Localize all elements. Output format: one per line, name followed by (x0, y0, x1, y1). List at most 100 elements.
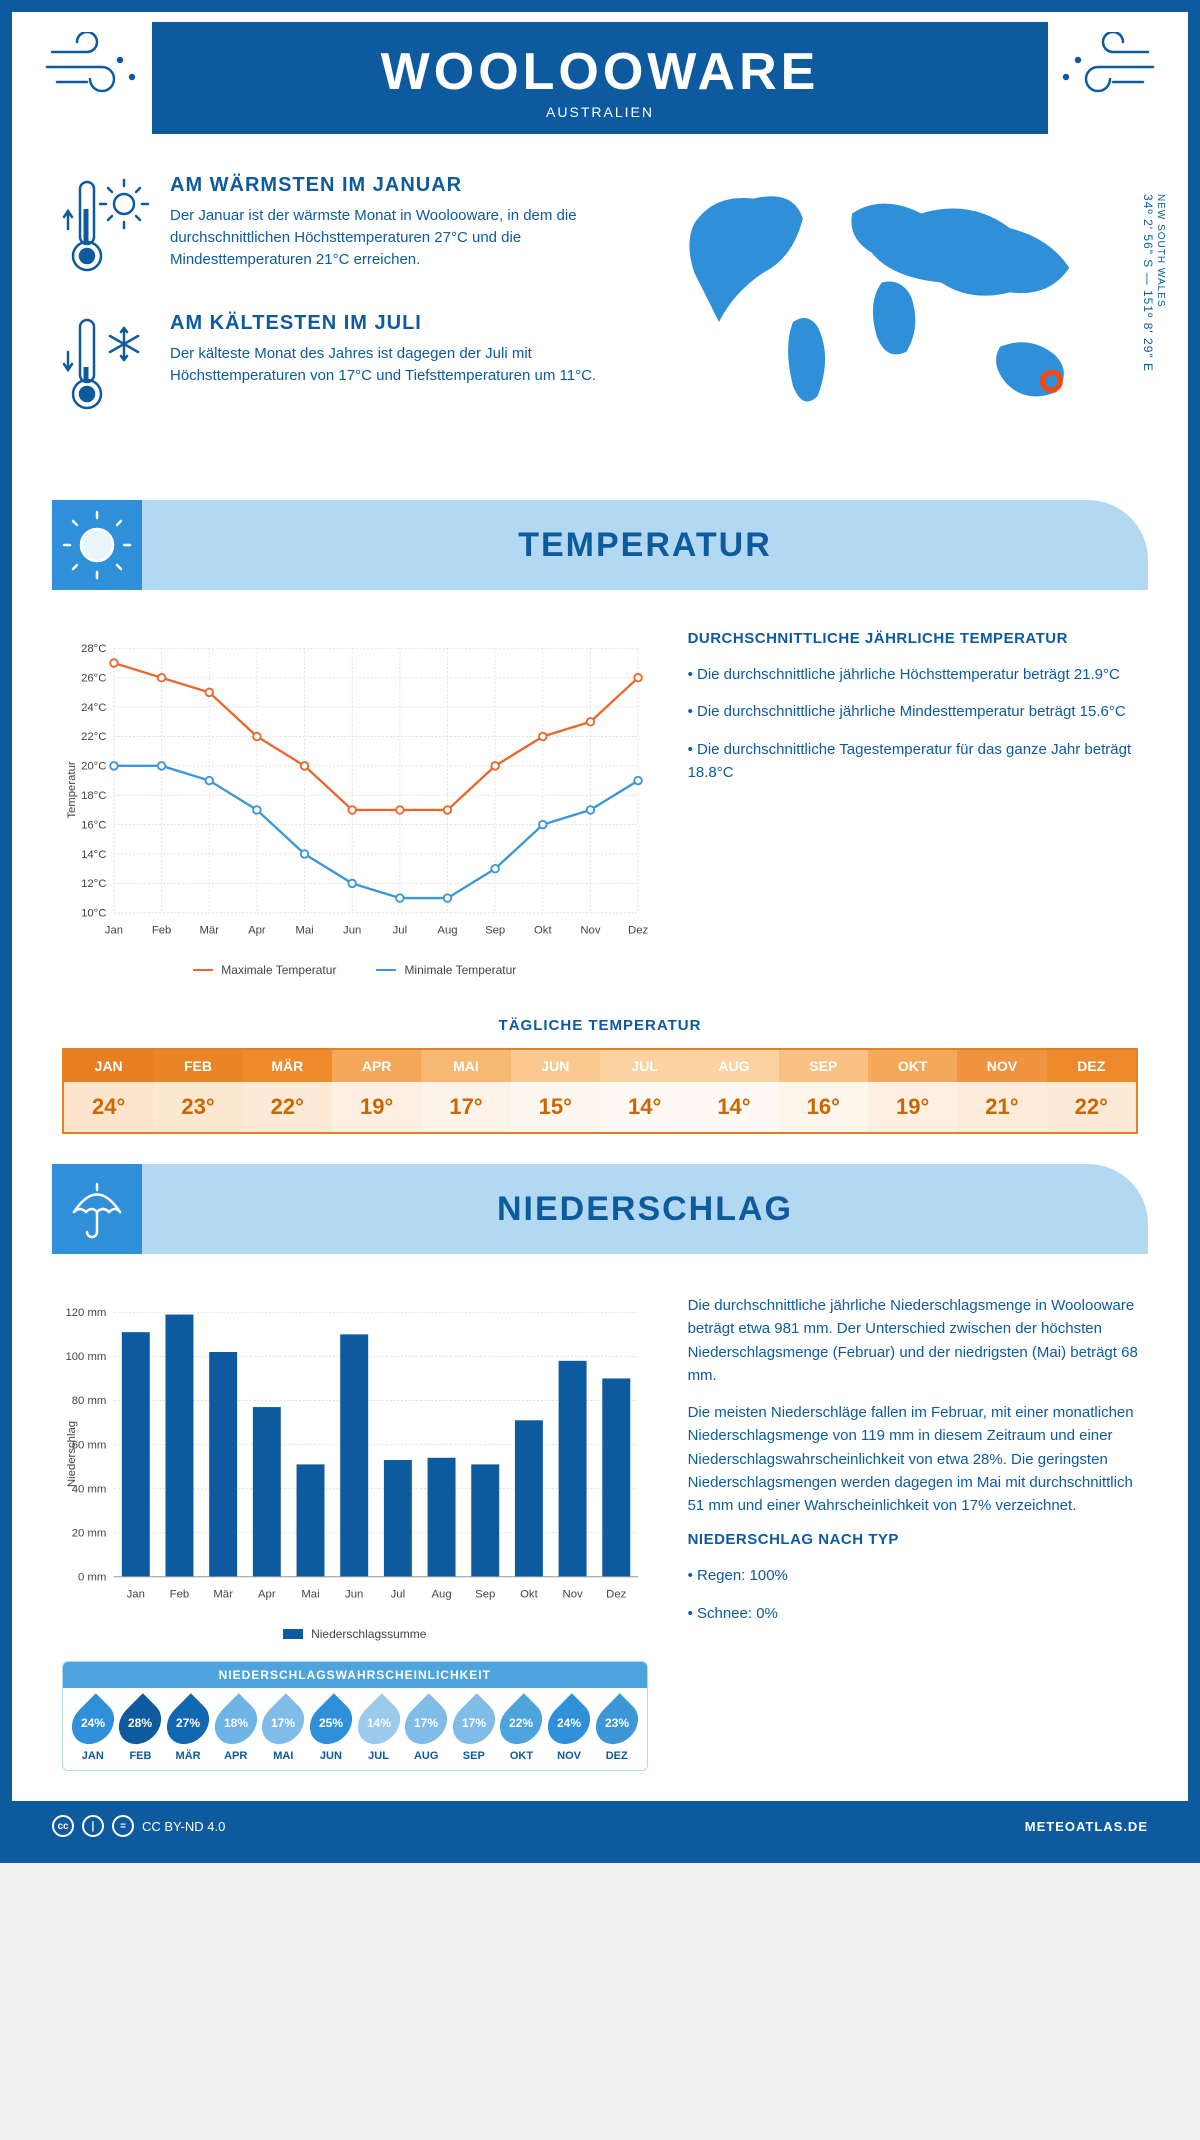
svg-text:14°C: 14°C (81, 849, 106, 861)
svg-text:Okt: Okt (534, 925, 552, 937)
daily-temp-cell: JUN15° (511, 1050, 600, 1132)
precip-prob-cell: 14%JUL (355, 1700, 403, 1762)
svg-text:20°C: 20°C (81, 761, 106, 773)
svg-text:Niederschlag: Niederschlag (66, 1421, 78, 1487)
precipitation-bar-chart: 0 mm20 mm40 mm60 mm80 mm100 mm120 mmNied… (62, 1294, 648, 1614)
daily-temp-cell: MAI17° (421, 1050, 510, 1132)
svg-text:Jul: Jul (391, 1589, 405, 1601)
daily-temp-table: JAN24°FEB23°MÄR22°APR19°MAI17°JUN15°JUL1… (62, 1048, 1138, 1134)
umbrella-icon (52, 1164, 142, 1254)
cc-icon: cc (52, 1815, 74, 1837)
intro-section: AM WÄRMSTEN IM JANUAR Der Januar ist der… (12, 134, 1188, 480)
daily-temp-cell: APR19° (332, 1050, 421, 1132)
coldest-text: Der kälteste Monat des Jahres ist dagege… (170, 343, 605, 387)
precip-prob-cell: 25%JUN (307, 1700, 355, 1762)
svg-text:80 mm: 80 mm (72, 1395, 107, 1407)
svg-text:Mär: Mär (199, 925, 219, 937)
daily-temp-cell: JAN24° (64, 1050, 153, 1132)
temperature-title: TEMPERATUR (142, 526, 1148, 565)
thermometer-sun-icon (62, 174, 152, 284)
precipitation-banner: NIEDERSCHLAG (52, 1164, 1148, 1254)
svg-text:16°C: 16°C (81, 819, 106, 831)
svg-text:0 mm: 0 mm (78, 1572, 106, 1584)
svg-text:Nov: Nov (563, 1589, 583, 1601)
precip-prob-cell: 17%SEP (450, 1700, 498, 1762)
svg-text:Okt: Okt (520, 1589, 538, 1601)
license-badge: cc ❘ = CC BY-ND 4.0 (52, 1815, 225, 1837)
svg-text:Jun: Jun (343, 925, 361, 937)
svg-text:Mär: Mär (213, 1589, 233, 1601)
precip-prob-cell: 23%DEZ (593, 1700, 641, 1762)
svg-text:Feb: Feb (152, 925, 172, 937)
svg-text:Mai: Mai (295, 925, 313, 937)
precip-prob-cell: 22%OKT (498, 1700, 546, 1762)
page-title: WOOLOOWARE (152, 42, 1048, 102)
svg-text:24°C: 24°C (81, 702, 106, 714)
daily-temp-cell: OKT19° (868, 1050, 957, 1132)
svg-text:10°C: 10°C (81, 908, 106, 920)
page-subtitle: AUSTRALIEN (152, 104, 1048, 120)
daily-temp-title: TÄGLICHE TEMPERATUR (12, 1017, 1188, 1034)
svg-text:Aug: Aug (431, 1589, 451, 1601)
svg-text:Sep: Sep (475, 1589, 495, 1601)
svg-text:Apr: Apr (258, 1589, 276, 1601)
header-area: WOOLOOWARE AUSTRALIEN (12, 12, 1188, 134)
temperature-banner: TEMPERATUR (52, 500, 1148, 590)
nd-icon: = (112, 1815, 134, 1837)
daily-temp-cell: DEZ22° (1047, 1050, 1136, 1132)
daily-temp-cell: JUL14° (600, 1050, 689, 1132)
world-map-col: NEW SOUTH WALES 34º 2' 56" S — 151º 8' 2… (645, 174, 1138, 450)
svg-text:Jul: Jul (393, 925, 407, 937)
svg-text:22°C: 22°C (81, 731, 106, 743)
warmest-block: AM WÄRMSTEN IM JANUAR Der Januar ist der… (62, 174, 605, 284)
svg-text:Jan: Jan (105, 925, 123, 937)
daily-temp-cell: NOV21° (957, 1050, 1046, 1132)
precip-prob-cell: 27%MÄR (164, 1700, 212, 1762)
coldest-title: AM KÄLTESTEN IM JULI (170, 312, 605, 335)
intro-text-col: AM WÄRMSTEN IM JANUAR Der Januar ist der… (62, 174, 605, 450)
svg-text:26°C: 26°C (81, 672, 106, 684)
daily-temp-cell: SEP16° (779, 1050, 868, 1132)
svg-text:Aug: Aug (437, 925, 457, 937)
precip-prob-cell: 18%APR (212, 1700, 260, 1762)
svg-text:12°C: 12°C (81, 878, 106, 890)
temperature-section: 10°C 12°C 14°C 16°C 18°C 20°C 22°C 24°C 26°C 28°C… (12, 590, 1188, 1007)
daily-temp-cell: AUG14° (689, 1050, 778, 1132)
thermometer-snow-icon (62, 312, 152, 422)
svg-text:20 mm: 20 mm (72, 1527, 107, 1539)
precip-prob-cell: 24%JAN (69, 1700, 117, 1762)
precip-probability-table: NIEDERSCHLAGSWAHRSCHEINLICHKEIT 24%JAN28… (62, 1661, 648, 1771)
svg-text:Apr: Apr (248, 925, 266, 937)
warmest-title: AM WÄRMSTEN IM JANUAR (170, 174, 605, 197)
precip-chart-col: 0 mm20 mm40 mm60 mm80 mm100 mm120 mmNied… (62, 1294, 648, 1771)
svg-text:100 mm: 100 mm (65, 1351, 106, 1363)
svg-text:Dez: Dez (628, 925, 648, 937)
daily-temp-cell: MÄR22° (243, 1050, 332, 1132)
svg-text:Dez: Dez (606, 1589, 626, 1601)
svg-text:Feb: Feb (170, 1589, 190, 1601)
temp-legend: Maximale Temperatur Minimale Temperatur (62, 963, 648, 977)
svg-text:Jan: Jan (127, 1589, 145, 1601)
site-name: METEOATLAS.DE (1025, 1819, 1148, 1834)
svg-text:120 mm: 120 mm (65, 1307, 106, 1319)
svg-text:Mai: Mai (301, 1589, 319, 1601)
sun-icon (52, 500, 142, 590)
infographic-page: WOOLOOWARE AUSTRALIEN (0, 0, 1200, 1863)
temp-text: DURCHSCHNITTLICHE JÄHRLICHE TEMPERATUR •… (688, 630, 1138, 977)
wind-icon (42, 32, 152, 102)
precip-type-heading: NIEDERSCHLAG NACH TYP (688, 1531, 1138, 1548)
precipitation-title: NIEDERSCHLAG (142, 1190, 1148, 1229)
svg-text:Nov: Nov (580, 925, 600, 937)
coldest-block: AM KÄLTESTEN IM JULI Der kälteste Monat … (62, 312, 605, 422)
svg-text:28°C: 28°C (81, 643, 106, 655)
precip-prob-cell: 17%AUG (402, 1700, 450, 1762)
world-map-icon (645, 174, 1138, 431)
svg-text:18°C: 18°C (81, 790, 106, 802)
footer: cc ❘ = CC BY-ND 4.0 METEOATLAS.DE (12, 1801, 1188, 1851)
warmest-text: Der Januar ist der wärmste Monat in Wool… (170, 205, 605, 270)
precip-text: Die durchschnittliche jährliche Niedersc… (688, 1294, 1138, 1771)
svg-text:Sep: Sep (485, 925, 505, 937)
temperature-line-chart: 10°C 12°C 14°C 16°C 18°C 20°C 22°C 24°C 26°C 28°C… (62, 630, 648, 950)
svg-text:Jun: Jun (345, 1589, 363, 1601)
precip-prob-cell: 17%MAI (260, 1700, 308, 1762)
